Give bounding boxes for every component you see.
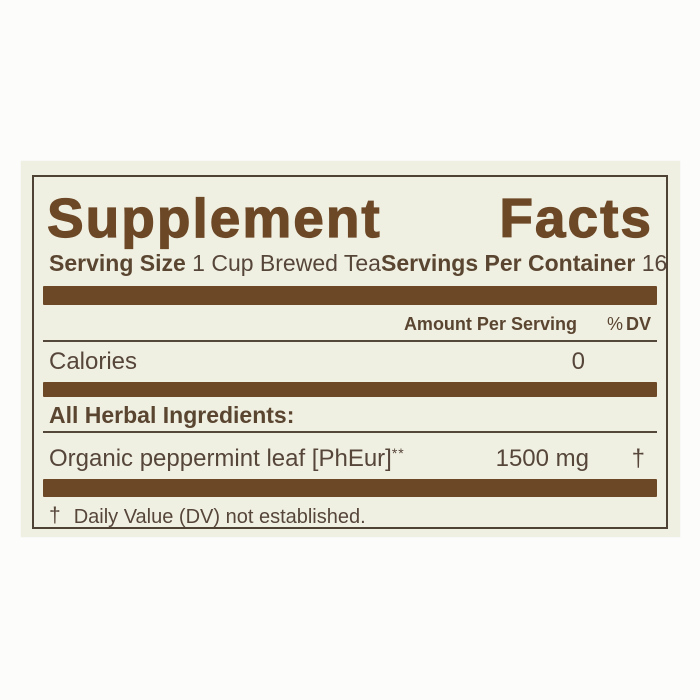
amount-per-serving-header-row: Amount Per Serving % DV [43,314,657,335]
calories-value: 0 [571,348,585,375]
serving-size-label: Serving Size [49,250,186,276]
herbal-ingredients-heading: All Herbal Ingredients: [49,402,295,428]
supplement-facts-title: Supplement Facts [43,187,657,249]
calories-label: Calories [49,348,138,375]
ingredient-asterisks: ** [391,445,405,461]
divider-bar-top [43,286,657,305]
serving-size-value: 1 Cup Brewed Tea [192,250,381,276]
ingredient-name: Organic peppermint leaf [PhEur]** [49,440,496,472]
ingredient-dv-dagger: † [631,445,645,472]
ingredient-name-text: Organic peppermint leaf [PhEur] [49,445,392,472]
serving-info-row: Serving Size 1 Cup Brewed Tea Servings P… [43,249,667,278]
ingredient-row: Organic peppermint leaf [PhEur]** 1500 m… [43,440,657,472]
footnote: † Daily Value (DV) not established. [43,504,657,529]
servings-per-container-value: 16 [641,250,668,276]
servings-per-container-label: Servings Per Container [380,250,636,276]
amount-per-serving-header: Amount Per Serving [403,314,577,334]
calories-row: Calories 0 [43,349,657,375]
divider-bar-middle [43,382,657,397]
ingredient-amount: 1500 mg [495,445,589,472]
serving-size: Serving Size 1 Cup Brewed Tea [49,249,381,278]
footnote-text: Daily Value (DV) not established. [73,506,366,528]
servings-per-container: Servings Per Container 16 [381,249,667,278]
title-word-supplement: Supplement [46,187,382,249]
title-word-facts: Facts [499,187,653,249]
divider-bar-bottom [43,479,657,497]
dagger-icon: † [49,504,61,527]
thin-rule-header [43,340,657,342]
facts-box: Supplement Facts Serving Size 1 Cup Brew… [32,175,668,529]
percent-sign: % [606,314,623,334]
thin-rule-ingredients [43,431,657,433]
dv-label: DV [625,314,651,334]
percent-dv-header: % DV [607,314,651,335]
supplement-label: Supplement Facts Serving Size 1 Cup Brew… [21,161,680,537]
